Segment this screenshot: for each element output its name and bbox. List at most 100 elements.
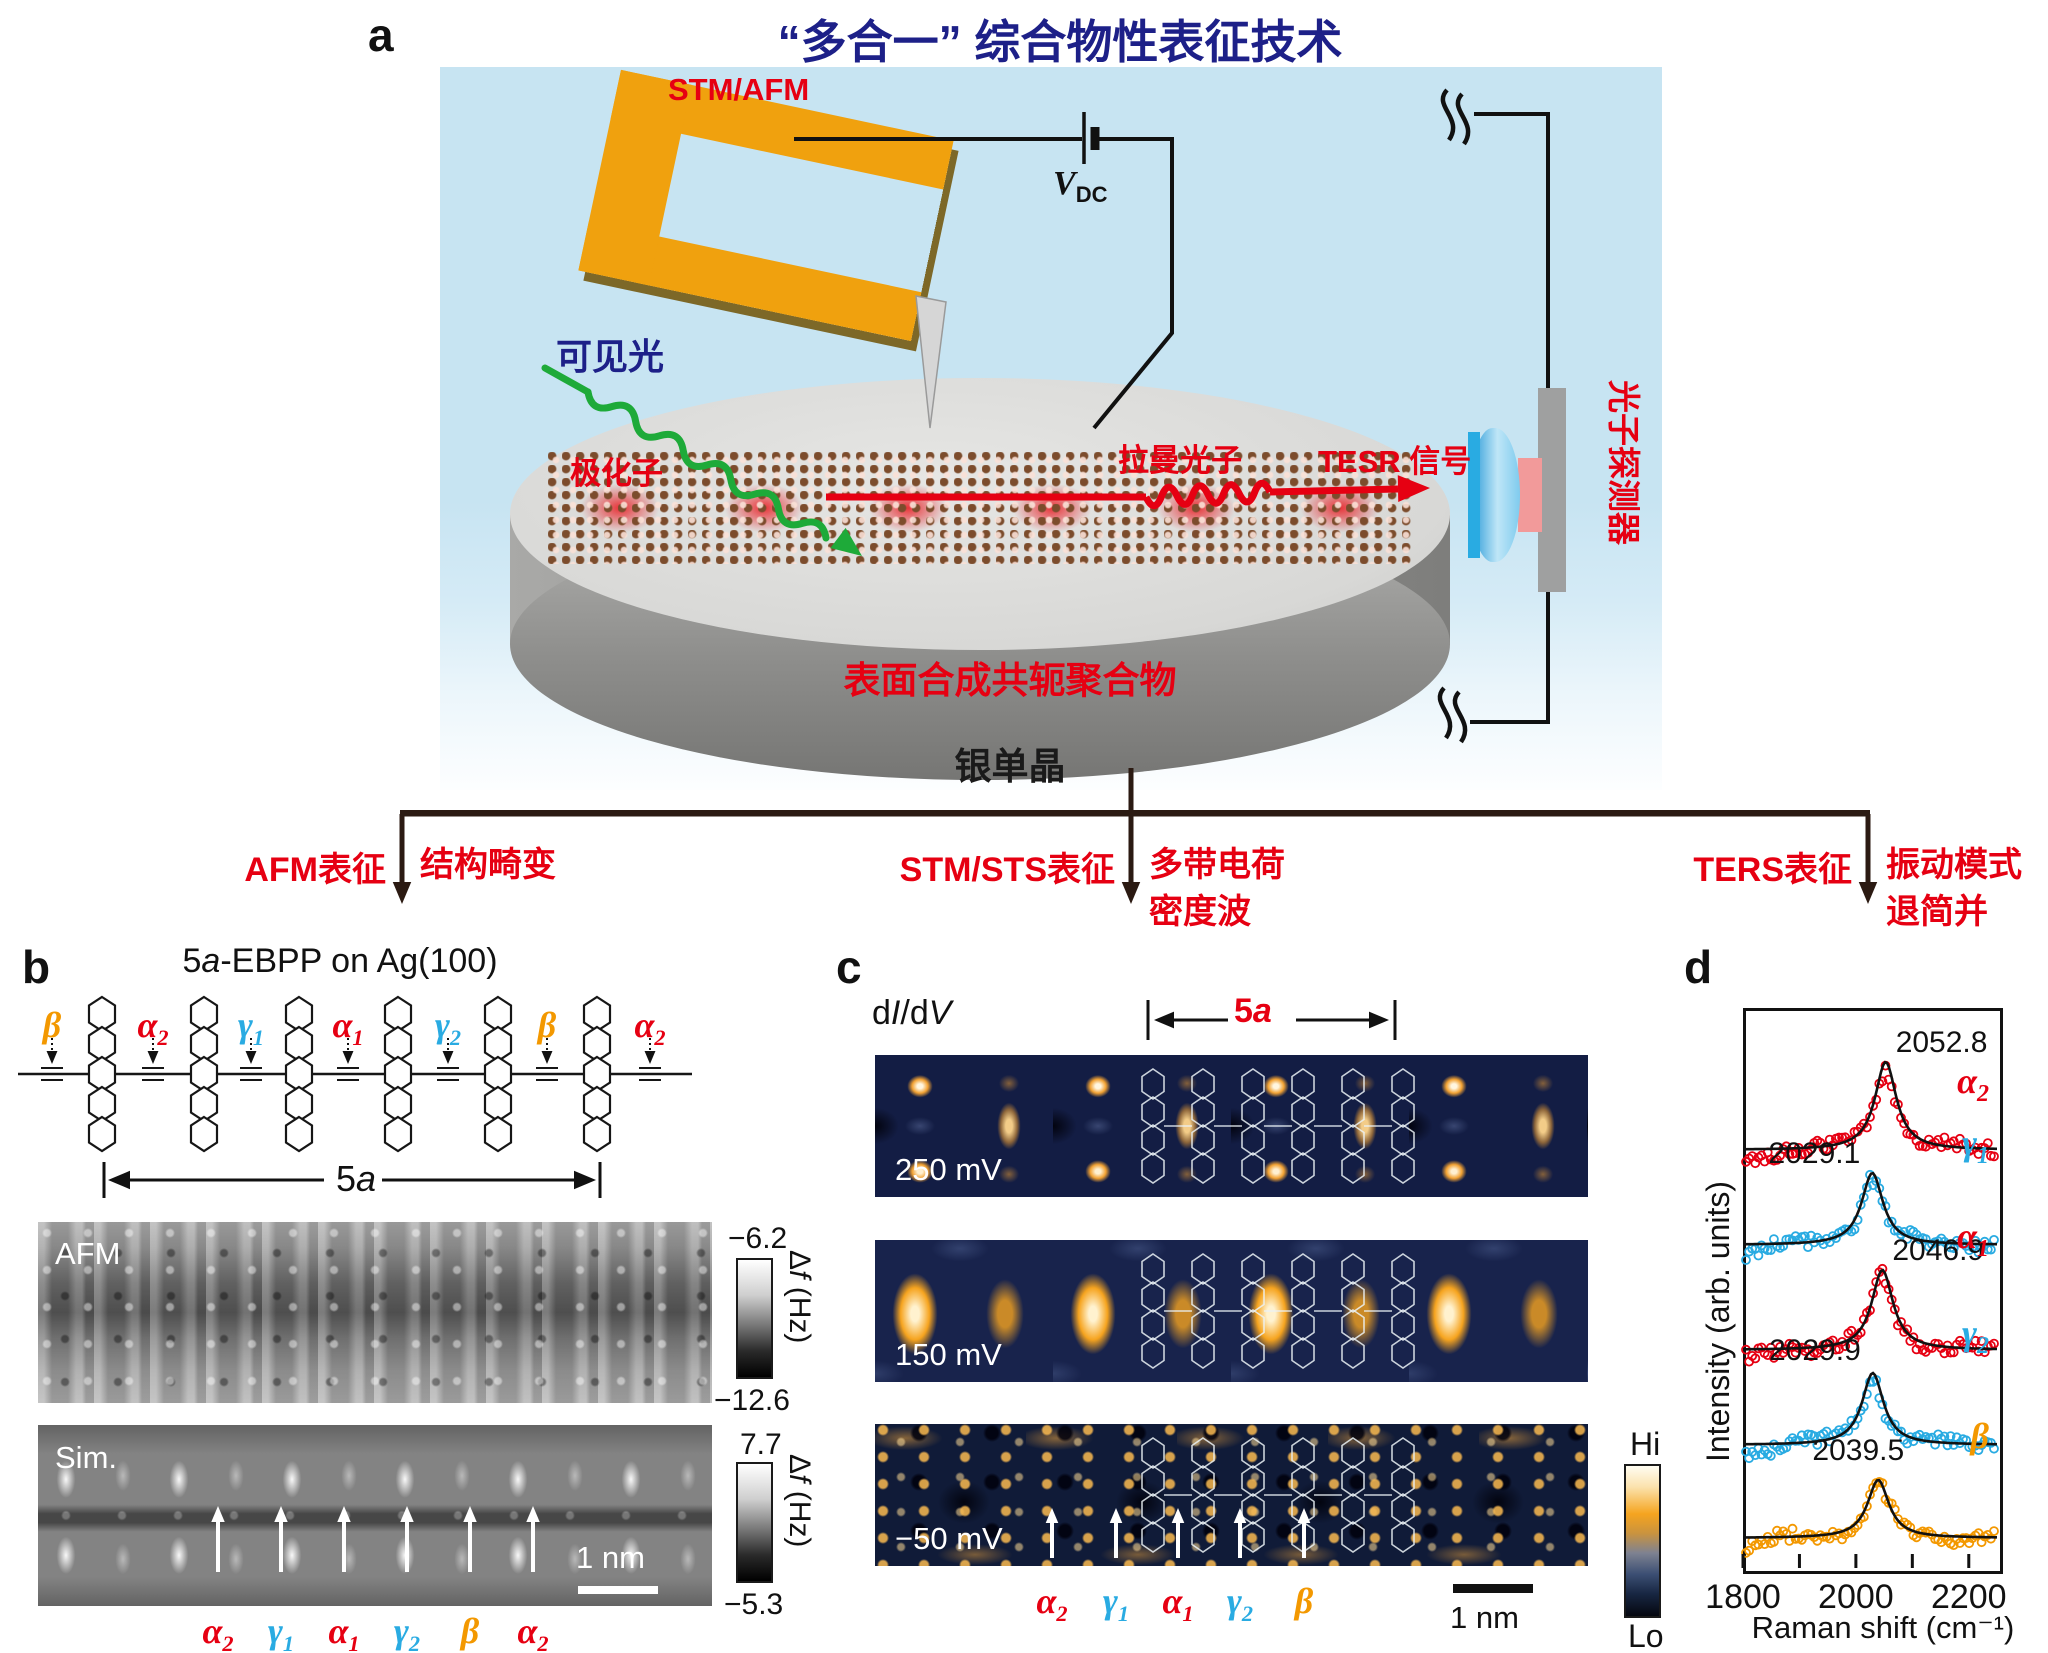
didv-colorbar: [1624, 1464, 1661, 1618]
bond-label: γ2: [434, 1005, 462, 1051]
panel-c-arrow-label: β: [1294, 1581, 1314, 1621]
panel-b-title-num: 5: [182, 942, 202, 980]
panel-b-scalebar-label: 1 nm: [576, 1540, 645, 1575]
molecule-overlay-minus50mv: [1141, 1437, 1415, 1553]
bond-label: β: [537, 1005, 557, 1045]
peak-value-label: 2046.9: [1892, 1234, 1984, 1267]
bias-label-250mv: 250 mV: [895, 1152, 1002, 1187]
hz: (Hz): [783, 1482, 816, 1548]
sim-image-label: Sim.: [55, 1440, 117, 1475]
raman-spectra-plot: 2052.8α2 2029.1 γ1 2046.9α1 2029.9 γ2 2039.5 β: [1741, 1026, 1999, 1568]
sim-arrow-label: α2: [202, 1611, 234, 1653]
afm-colorbar-unit: Δf (Hz): [782, 1250, 816, 1343]
c5a-a: a: [1252, 992, 1272, 1030]
hz: (Hz): [783, 1278, 816, 1344]
sim-colorbar: [736, 1462, 773, 1583]
substrate-label: 银单晶: [954, 746, 1066, 787]
branch-technique: TERS表征: [1693, 851, 1852, 889]
sim-image: [38, 1425, 712, 1606]
vdc-subscript: DC: [1075, 181, 1108, 207]
series-label: γ2: [1962, 1313, 1989, 1359]
panel-a-title: “多合一” 综合物性表征技术: [777, 16, 1343, 68]
xtick-label: 2000: [1818, 1578, 1894, 1616]
panel-c-arrow-label: α2: [1036, 1581, 1068, 1627]
vdc-label: VDC: [1053, 165, 1107, 208]
afm-colorbar: [736, 1258, 773, 1379]
bond-label: β: [42, 1005, 62, 1045]
panel-c-arrow-label: α1: [1162, 1581, 1194, 1627]
polymer-chain-with-polaron-glow: [548, 452, 1414, 564]
panel-a-letter: a: [368, 9, 394, 61]
delta: Δ: [783, 1250, 816, 1271]
panel-b-unit-cell-label: 5a: [330, 1158, 383, 1200]
bias-label-minus50mv: −50 mV: [895, 1521, 1003, 1556]
peak-value-label: 2029.9: [1769, 1334, 1861, 1367]
d1: d: [872, 994, 891, 1032]
panel-c-unit-cell-label: 5a: [1234, 992, 1272, 1031]
collection-lens-edge: [1468, 432, 1480, 558]
tesr-signal-label: TESR 信号: [1318, 444, 1472, 479]
panel-b-title-a: a: [201, 942, 221, 980]
bond-label: γ1: [237, 1005, 265, 1051]
xtick-label: 2200: [1930, 1578, 2007, 1616]
b5a-num: 5: [336, 1158, 357, 1199]
polymer-label: 表面合成共轭聚合物: [843, 660, 1177, 701]
branch-technique: STM/STS表征: [899, 851, 1115, 889]
raman-ylabel: Intensity (arb. units): [1700, 1181, 1736, 1462]
series-label: α1: [1957, 1216, 1989, 1262]
afm-image-label: AFM: [55, 1236, 121, 1271]
didv-colorbar-lo: Lo: [1628, 1618, 1664, 1653]
vdc-symbol: V: [1053, 165, 1076, 202]
sim-arrow-label: β: [460, 1611, 480, 1651]
molecule-overlay-250mv: [1141, 1068, 1415, 1184]
raman-xlabel: Raman shift (cm⁻¹): [1751, 1610, 2015, 1645]
sim-arrow-label: α2: [517, 1611, 549, 1653]
sim-arrow-label: α1: [328, 1611, 360, 1653]
c5a-num: 5: [1234, 992, 1253, 1030]
delta: Δ: [783, 1454, 816, 1475]
photon-detector-label: 光子探测器: [1605, 380, 1642, 545]
branch-result: 结构畸变: [420, 846, 556, 884]
bond-label: α2: [137, 1005, 169, 1051]
sim-colorbar-max: 7.7: [740, 1428, 782, 1461]
series-label: α2: [1957, 1061, 1989, 1107]
afm-colorbar-min: −12.6: [714, 1384, 790, 1417]
sim-colorbar-unit: Δf (Hz): [782, 1454, 816, 1547]
panel-c-letter: c: [836, 941, 862, 993]
V-italic: V: [928, 994, 952, 1032]
panel-c-scalebar-label: 1 nm: [1450, 1600, 1519, 1635]
afm-image: [38, 1222, 712, 1403]
photon-detector-sensor: [1518, 458, 1542, 532]
sim-colorbar-min: −5.3: [724, 1588, 784, 1621]
panel-d-letter: d: [1684, 941, 1713, 993]
series-label: β: [1969, 1416, 1990, 1456]
visible-light-label: 可见光: [556, 336, 665, 377]
bond-label: α1: [332, 1005, 364, 1051]
panel-b-letter: b: [22, 941, 51, 993]
peak-value-label: 2039.5: [1812, 1434, 1904, 1467]
d2: /d: [900, 994, 929, 1032]
series-label: γ1: [1962, 1123, 1989, 1169]
stm-afm-label: STM/AFM: [668, 72, 810, 107]
xtick-label: 1800: [1705, 1578, 1781, 1616]
didv-colorbar-hi: Hi: [1630, 1426, 1661, 1462]
bond-label: α2: [634, 1005, 666, 1051]
didv-label: dI/dV: [872, 994, 951, 1033]
peak-value-label: 2029.1: [1769, 1137, 1861, 1170]
branch-technique: AFM表征: [244, 851, 386, 889]
panel-b-title-rest: -EBPP on Ag(100): [220, 942, 498, 980]
sim-arrow-label: γ1: [267, 1611, 295, 1653]
branch-result: 振动模式 退简并: [1886, 846, 2022, 931]
polaron-label: 极化子: [570, 456, 663, 491]
branch-result: 多带电荷 密度波: [1149, 846, 1285, 931]
panel-b-title: 5a-EBPP on Ag(100): [130, 942, 550, 981]
photon-detector-body: [1538, 388, 1566, 592]
panel-c-arrow-label: γ2: [1226, 1581, 1254, 1627]
peak-value-label: 2052.8: [1896, 1026, 1988, 1059]
molecule-overlay-150mv: [1141, 1253, 1415, 1369]
bias-label-150mv: 150 mV: [895, 1337, 1002, 1372]
I-italic: I: [890, 994, 901, 1032]
raman-photon-label: 拉曼光子: [1118, 443, 1242, 478]
afm-colorbar-max: −6.2: [728, 1222, 788, 1255]
